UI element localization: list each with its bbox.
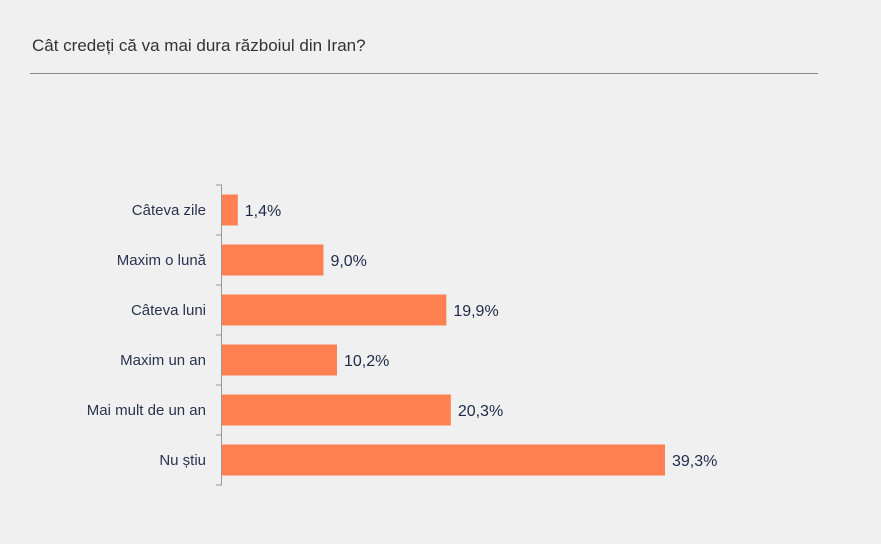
category-label: Maxim un an xyxy=(120,352,206,369)
bar xyxy=(222,194,238,226)
bar xyxy=(222,344,337,376)
category-label: Nu știu xyxy=(159,452,206,469)
value-label: 19,9% xyxy=(453,303,498,320)
value-label: 20,3% xyxy=(458,403,503,420)
bar xyxy=(222,244,324,276)
title-divider xyxy=(30,73,818,74)
bar xyxy=(222,444,665,476)
bar xyxy=(222,394,451,426)
category-label: Câteva zile xyxy=(132,202,206,219)
value-label: 9,0% xyxy=(330,253,366,270)
chart-title: Cât credeți că va mai dura războiul din … xyxy=(32,36,366,55)
category-label: Mai mult de un an xyxy=(87,402,206,419)
value-label: 39,3% xyxy=(672,453,717,470)
bar xyxy=(222,294,447,326)
value-label: 1,4% xyxy=(245,203,281,220)
category-label: Maxim o lună xyxy=(117,252,207,269)
category-label: Câteva luni xyxy=(131,302,206,319)
value-label: 10,2% xyxy=(344,353,389,370)
